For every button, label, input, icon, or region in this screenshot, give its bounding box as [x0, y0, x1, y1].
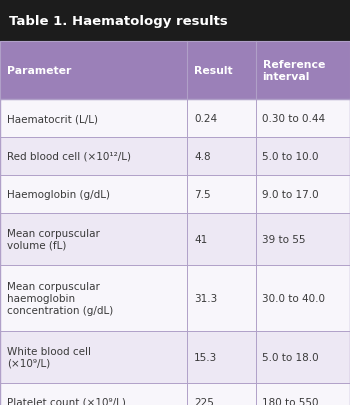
Bar	[0, 100, 350, 405]
Bar	[0, 42, 350, 100]
Text: 9.0 to 17.0: 9.0 to 17.0	[262, 190, 319, 200]
Text: Result: Result	[194, 66, 233, 76]
Bar	[0, 0, 350, 42]
Text: Red blood cell (×10¹²/L): Red blood cell (×10¹²/L)	[7, 151, 131, 162]
Bar	[0, 383, 350, 405]
Bar	[0, 175, 350, 213]
Text: 30.0 to 40.0: 30.0 to 40.0	[262, 293, 326, 303]
Text: Mean corpuscular
volume (fL): Mean corpuscular volume (fL)	[7, 229, 100, 250]
Text: Table 1. Haematology results: Table 1. Haematology results	[9, 15, 228, 28]
Text: 180 to 550: 180 to 550	[262, 397, 319, 405]
Text: 39 to 55: 39 to 55	[262, 234, 306, 244]
Text: 0.24: 0.24	[194, 114, 217, 124]
Bar	[0, 100, 350, 138]
Text: White blood cell
(×10⁹/L): White blood cell (×10⁹/L)	[7, 346, 91, 368]
Text: Mean corpuscular
haemoglobin
concentration (g/dL): Mean corpuscular haemoglobin concentrati…	[7, 282, 113, 315]
Text: Parameter: Parameter	[7, 66, 71, 76]
Text: 5.0 to 10.0: 5.0 to 10.0	[262, 151, 319, 162]
Text: 4.8: 4.8	[194, 151, 211, 162]
Text: 15.3: 15.3	[194, 352, 217, 362]
Bar	[0, 265, 350, 331]
Bar	[0, 138, 350, 175]
Text: 31.3: 31.3	[194, 293, 217, 303]
Text: Haematocrit (L/L): Haematocrit (L/L)	[7, 114, 98, 124]
Bar	[0, 331, 350, 383]
Bar	[0, 42, 350, 100]
Text: 41: 41	[194, 234, 208, 244]
Text: Haemoglobin (g/dL): Haemoglobin (g/dL)	[7, 190, 110, 200]
Text: 225: 225	[194, 397, 214, 405]
Text: 0.30 to 0.44: 0.30 to 0.44	[262, 114, 326, 124]
Text: 5.0 to 18.0: 5.0 to 18.0	[262, 352, 319, 362]
Bar	[0, 213, 350, 265]
Text: Platelet count (×10⁹/L): Platelet count (×10⁹/L)	[7, 397, 126, 405]
Text: 7.5: 7.5	[194, 190, 211, 200]
Text: Reference
interval: Reference interval	[262, 60, 325, 81]
